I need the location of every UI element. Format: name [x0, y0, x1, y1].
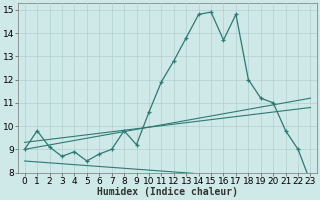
X-axis label: Humidex (Indice chaleur): Humidex (Indice chaleur): [97, 187, 238, 197]
